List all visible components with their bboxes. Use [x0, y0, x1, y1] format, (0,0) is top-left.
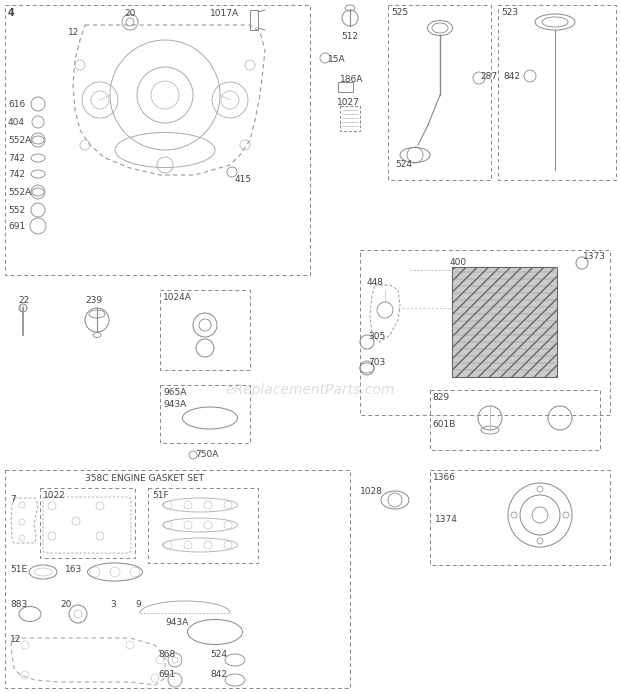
Text: eReplacementParts.com: eReplacementParts.com: [225, 383, 395, 397]
Text: 12: 12: [68, 28, 79, 37]
Bar: [148, 488, 258, 563]
Text: 1373: 1373: [583, 252, 606, 261]
Text: 4: 4: [8, 8, 15, 18]
Text: 404: 404: [8, 118, 25, 127]
Bar: [160, 385, 250, 443]
Text: 305: 305: [368, 332, 385, 341]
Text: 524: 524: [395, 160, 412, 169]
Text: 524: 524: [210, 650, 227, 659]
Text: 9: 9: [135, 600, 141, 609]
Text: 943A: 943A: [163, 400, 186, 409]
Bar: [40, 488, 135, 558]
Bar: [388, 5, 491, 180]
Text: 12: 12: [10, 635, 21, 644]
Text: 691: 691: [158, 670, 175, 679]
Text: 552A: 552A: [8, 136, 31, 145]
Text: 1366: 1366: [433, 473, 456, 482]
Bar: [498, 5, 616, 180]
Text: 7: 7: [10, 495, 16, 504]
Text: 842: 842: [210, 670, 227, 679]
Text: 1024A: 1024A: [163, 293, 192, 302]
Bar: [5, 5, 310, 275]
Text: 400: 400: [450, 258, 467, 267]
Text: 943A: 943A: [165, 618, 188, 627]
Text: 691: 691: [8, 222, 25, 231]
Text: 750A: 750A: [195, 450, 218, 459]
Text: 51F: 51F: [152, 491, 169, 500]
Text: 15A: 15A: [328, 55, 345, 64]
Text: 448: 448: [367, 278, 384, 287]
Bar: [338, 82, 353, 92]
Text: 829: 829: [432, 393, 449, 402]
Text: 1028: 1028: [360, 487, 383, 496]
Text: 703: 703: [368, 358, 385, 367]
Text: 1027: 1027: [337, 98, 360, 107]
Bar: [250, 10, 258, 30]
Text: 883: 883: [10, 600, 27, 609]
Bar: [430, 390, 600, 450]
Text: 3: 3: [110, 600, 116, 609]
Text: 601B: 601B: [432, 420, 455, 429]
Text: 20: 20: [125, 9, 136, 18]
Text: 415: 415: [235, 175, 252, 184]
Bar: [160, 290, 250, 370]
Bar: [430, 470, 610, 565]
Text: 358C ENGINE GASKET SET: 358C ENGINE GASKET SET: [85, 474, 204, 483]
Bar: [340, 106, 360, 131]
Text: 186A: 186A: [340, 75, 363, 84]
Text: 512: 512: [342, 32, 358, 41]
Bar: [452, 267, 557, 377]
Text: 287: 287: [480, 72, 497, 81]
Text: 20: 20: [60, 600, 71, 609]
Bar: [360, 250, 610, 415]
Text: 616: 616: [8, 100, 25, 109]
Text: 965A: 965A: [163, 388, 187, 397]
Text: 552A: 552A: [8, 188, 31, 197]
Text: 552: 552: [8, 206, 25, 215]
Text: 239: 239: [85, 296, 102, 305]
Text: 742: 742: [8, 154, 25, 163]
Text: 742: 742: [8, 170, 25, 179]
Bar: [5, 470, 350, 688]
Text: 163: 163: [65, 565, 82, 574]
Text: 1017A: 1017A: [210, 9, 239, 18]
Text: 1022: 1022: [43, 491, 66, 500]
Text: 523: 523: [501, 8, 518, 17]
Text: 51E: 51E: [10, 565, 27, 574]
Text: 1374: 1374: [435, 515, 458, 524]
Text: 525: 525: [391, 8, 408, 17]
Text: 842: 842: [503, 72, 520, 81]
Text: 22: 22: [18, 296, 29, 305]
Text: 868: 868: [158, 650, 175, 659]
